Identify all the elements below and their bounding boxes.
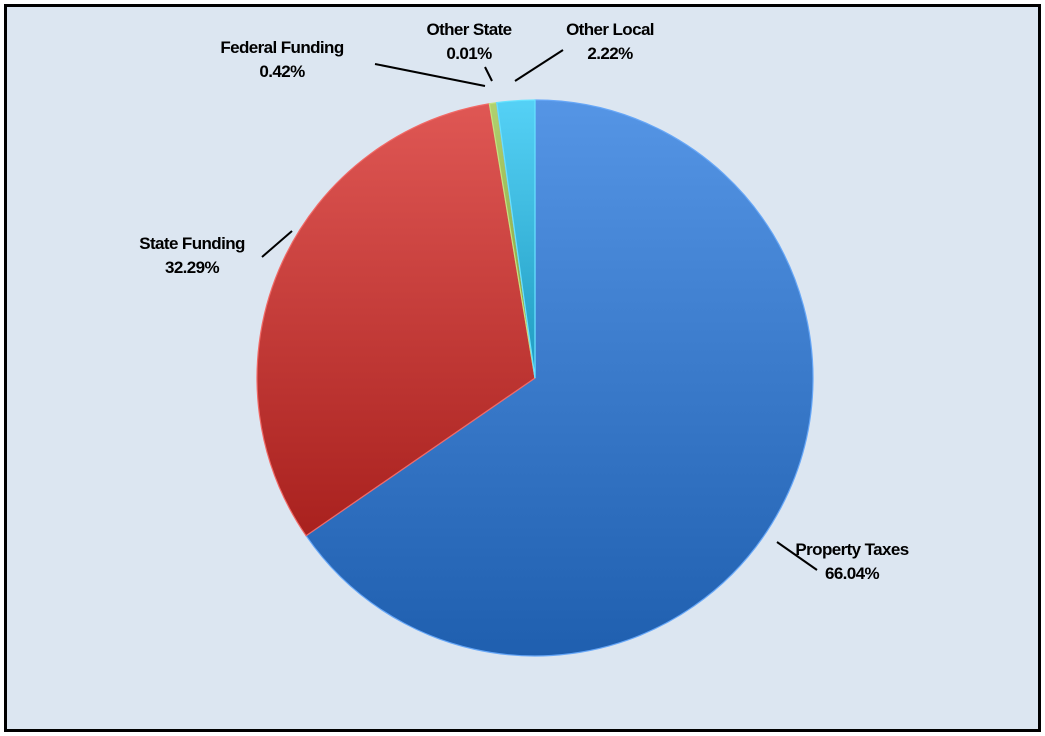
leaders-layer	[261, 49, 818, 571]
slice-value-property-taxes: 66.04%	[825, 564, 880, 583]
slice-value-other-local: 2.22%	[587, 44, 633, 63]
leader-line-other-local	[514, 49, 564, 82]
slice-value-federal-funding: 0.42%	[259, 62, 305, 81]
slice-name-federal-funding: Federal Funding	[220, 38, 343, 57]
leader-line-property-taxes	[776, 541, 818, 571]
slice-state-funding	[256, 103, 536, 537]
slices-layer	[256, 99, 814, 657]
leader-line-state-funding	[261, 230, 293, 258]
pie-chart: Property Taxes 66.04% State Funding 32.29% F…	[139, 20, 909, 657]
slice-name-state-funding: State Funding	[139, 234, 245, 253]
slice-value-state-funding: 32.29%	[165, 258, 220, 277]
slice-name-other-local: Other Local	[566, 20, 654, 39]
slice-property-taxes	[305, 99, 814, 657]
slice-other-local	[496, 99, 536, 379]
labels-layer: Property Taxes 66.04% State Funding 32.29% F…	[139, 20, 909, 583]
slice-name-other-state: Other State	[426, 20, 511, 39]
slice-value-other-state: 0.01%	[446, 44, 492, 63]
chart-frame: Property Taxes 66.04% State Funding 32.29% F…	[4, 4, 1041, 732]
leader-line-other-state	[484, 66, 493, 82]
leader-line-federal-funding	[374, 63, 486, 87]
slice-name-property-taxes: Property Taxes	[795, 540, 908, 559]
